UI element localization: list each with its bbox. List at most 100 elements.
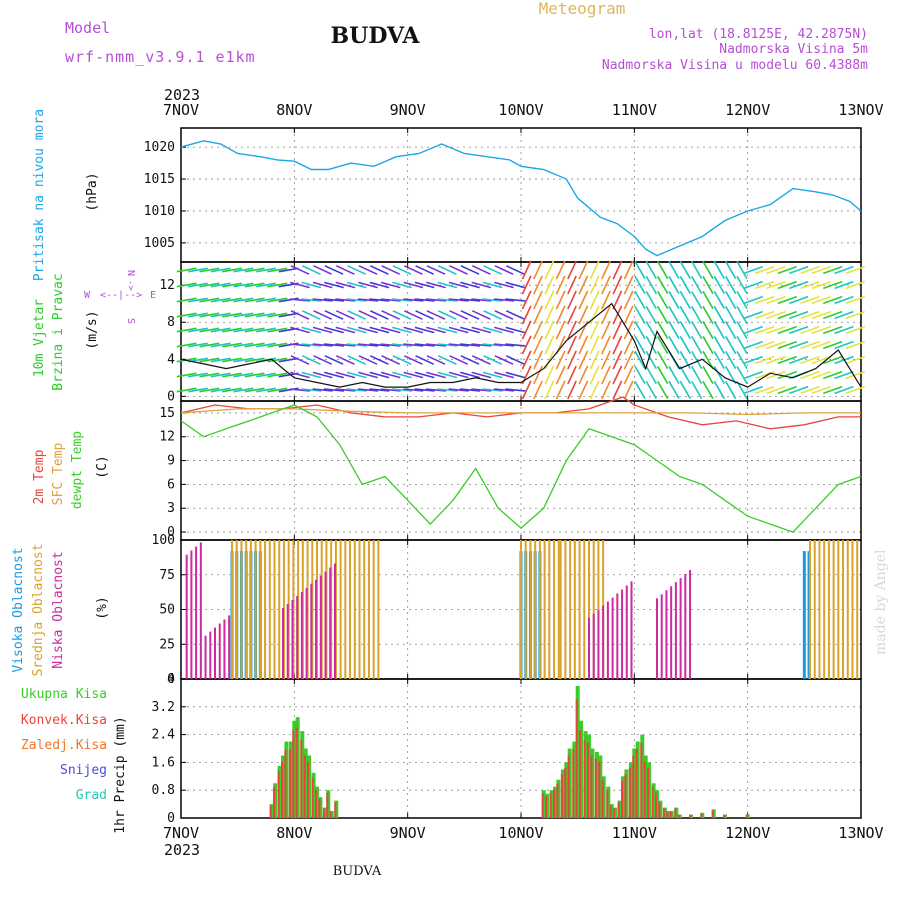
pressure-ylabel: Pritisak na nivou mora: [32, 109, 47, 281]
wind-barb: [357, 298, 379, 302]
wind-barb: [743, 310, 763, 320]
svg-text:->: ->: [125, 280, 135, 291]
wind-barb: [533, 260, 543, 280]
wind-barb: [645, 320, 657, 340]
precip-bar-conv: [277, 771, 280, 818]
wind-barb: [199, 297, 220, 303]
wind-barb: [188, 342, 208, 348]
wind-barb: [312, 388, 333, 392]
wind-barb: [278, 312, 299, 318]
wind-barb: [392, 355, 412, 365]
wind-barb: [800, 310, 820, 320]
wind-barb: [736, 335, 748, 355]
wind-barb: [346, 343, 367, 347]
wind-barb: [380, 298, 401, 302]
wind-barb: [601, 260, 611, 280]
legend-grad: Grad: [76, 788, 107, 803]
wind-barb: [403, 310, 423, 320]
wind-barb: [725, 320, 737, 340]
wind-barb: [380, 388, 401, 392]
wind-barb: [482, 371, 503, 379]
wind-barb: [176, 342, 197, 348]
precip-bar-conv: [609, 805, 612, 818]
wind-barb: [623, 365, 634, 385]
page-title: BUDVA: [331, 23, 421, 49]
wind-barb: [437, 388, 458, 392]
wind-barb: [713, 260, 725, 280]
x-tick-label-top: 8NOV: [276, 101, 312, 119]
wind-barb: [634, 275, 646, 295]
precip-bar-conv: [545, 796, 548, 818]
y-tick-label: 9: [167, 454, 175, 469]
wind-barb: [691, 275, 703, 295]
precip-bar-conv: [329, 811, 332, 818]
wind-barb: [346, 298, 367, 302]
pressure-unit: (hPa): [85, 172, 100, 211]
precip-bar-conv: [711, 810, 714, 818]
wind-barb: [347, 265, 367, 275]
precip-bar-conv: [669, 811, 672, 818]
wind-barb: [713, 350, 725, 370]
wind-barb: [391, 343, 413, 347]
wind-barb: [437, 310, 457, 320]
wind-barb: [392, 310, 412, 320]
wind-barb: [845, 385, 865, 395]
wind-barb: [222, 372, 242, 378]
wind-barb: [244, 342, 265, 348]
wind-barb: [380, 281, 401, 289]
wind-barb: [233, 267, 254, 273]
wind-barb: [623, 380, 634, 400]
wind-barb: [702, 305, 714, 325]
wind-barb: [766, 280, 786, 290]
wind-barb: [256, 297, 276, 303]
wind-barb: [691, 260, 703, 280]
wind-barb: [505, 265, 525, 275]
wind-barb: [199, 312, 220, 318]
wind-barb: [505, 326, 526, 334]
wind-barb: [222, 387, 242, 393]
x-tick-label-bottom: 7NOV: [163, 824, 199, 842]
wind-barb: [691, 290, 703, 310]
x-tick-label-bottom: 13NOV: [838, 824, 883, 842]
wind-barb: [668, 260, 680, 280]
legend-total: Ukupna Kisa: [21, 687, 107, 702]
wind-barb: [471, 388, 492, 392]
y-tick-label: 50: [159, 603, 175, 618]
wind-barb: [493, 343, 515, 347]
compass-icon: W <--|--> E N -> S: [84, 270, 156, 324]
wind-barb: [766, 340, 786, 350]
legend-frz: Zaledj.Kisa: [21, 738, 107, 753]
wind-barb: [555, 290, 566, 310]
plot-layer: 1005101010151020048120369121502550751000…: [144, 101, 884, 842]
precip-bar-conv: [700, 813, 703, 818]
wind-barb: [335, 326, 356, 334]
wind-barb: [725, 335, 737, 355]
wind-barb: [233, 282, 254, 288]
precip-bar-conv: [281, 761, 283, 818]
wind-barb: [256, 267, 276, 273]
x-tick-label-bottom: 8NOV: [276, 824, 312, 842]
panel-clouds: 0 25 50 75 100: [152, 533, 862, 687]
wind-barb: [811, 340, 831, 350]
wind-barb: [679, 320, 691, 340]
wind-barb: [691, 320, 703, 340]
wind-barb: [459, 343, 481, 347]
wind-barb: [668, 365, 680, 385]
compass-w: W: [84, 290, 91, 301]
wind-barb: [323, 298, 345, 302]
mid-cloud-ylabel: Srednja Oblacnost: [31, 543, 46, 676]
wind-barb: [210, 267, 231, 273]
wind-barb: [845, 280, 865, 290]
wind-barb: [323, 343, 345, 347]
wind-barb: [601, 320, 611, 340]
wind-barb: [800, 295, 820, 305]
precip-bar-conv: [635, 749, 638, 818]
wind-barb: [176, 297, 197, 303]
wind-barb: [679, 275, 691, 295]
precip-bar-conv: [606, 789, 609, 818]
wind-barb: [437, 281, 458, 289]
wind-barb: [426, 310, 446, 320]
precip-bar-conv: [567, 755, 570, 818]
wind-barb: [555, 275, 566, 295]
y-tick-label: 4: [167, 352, 175, 367]
